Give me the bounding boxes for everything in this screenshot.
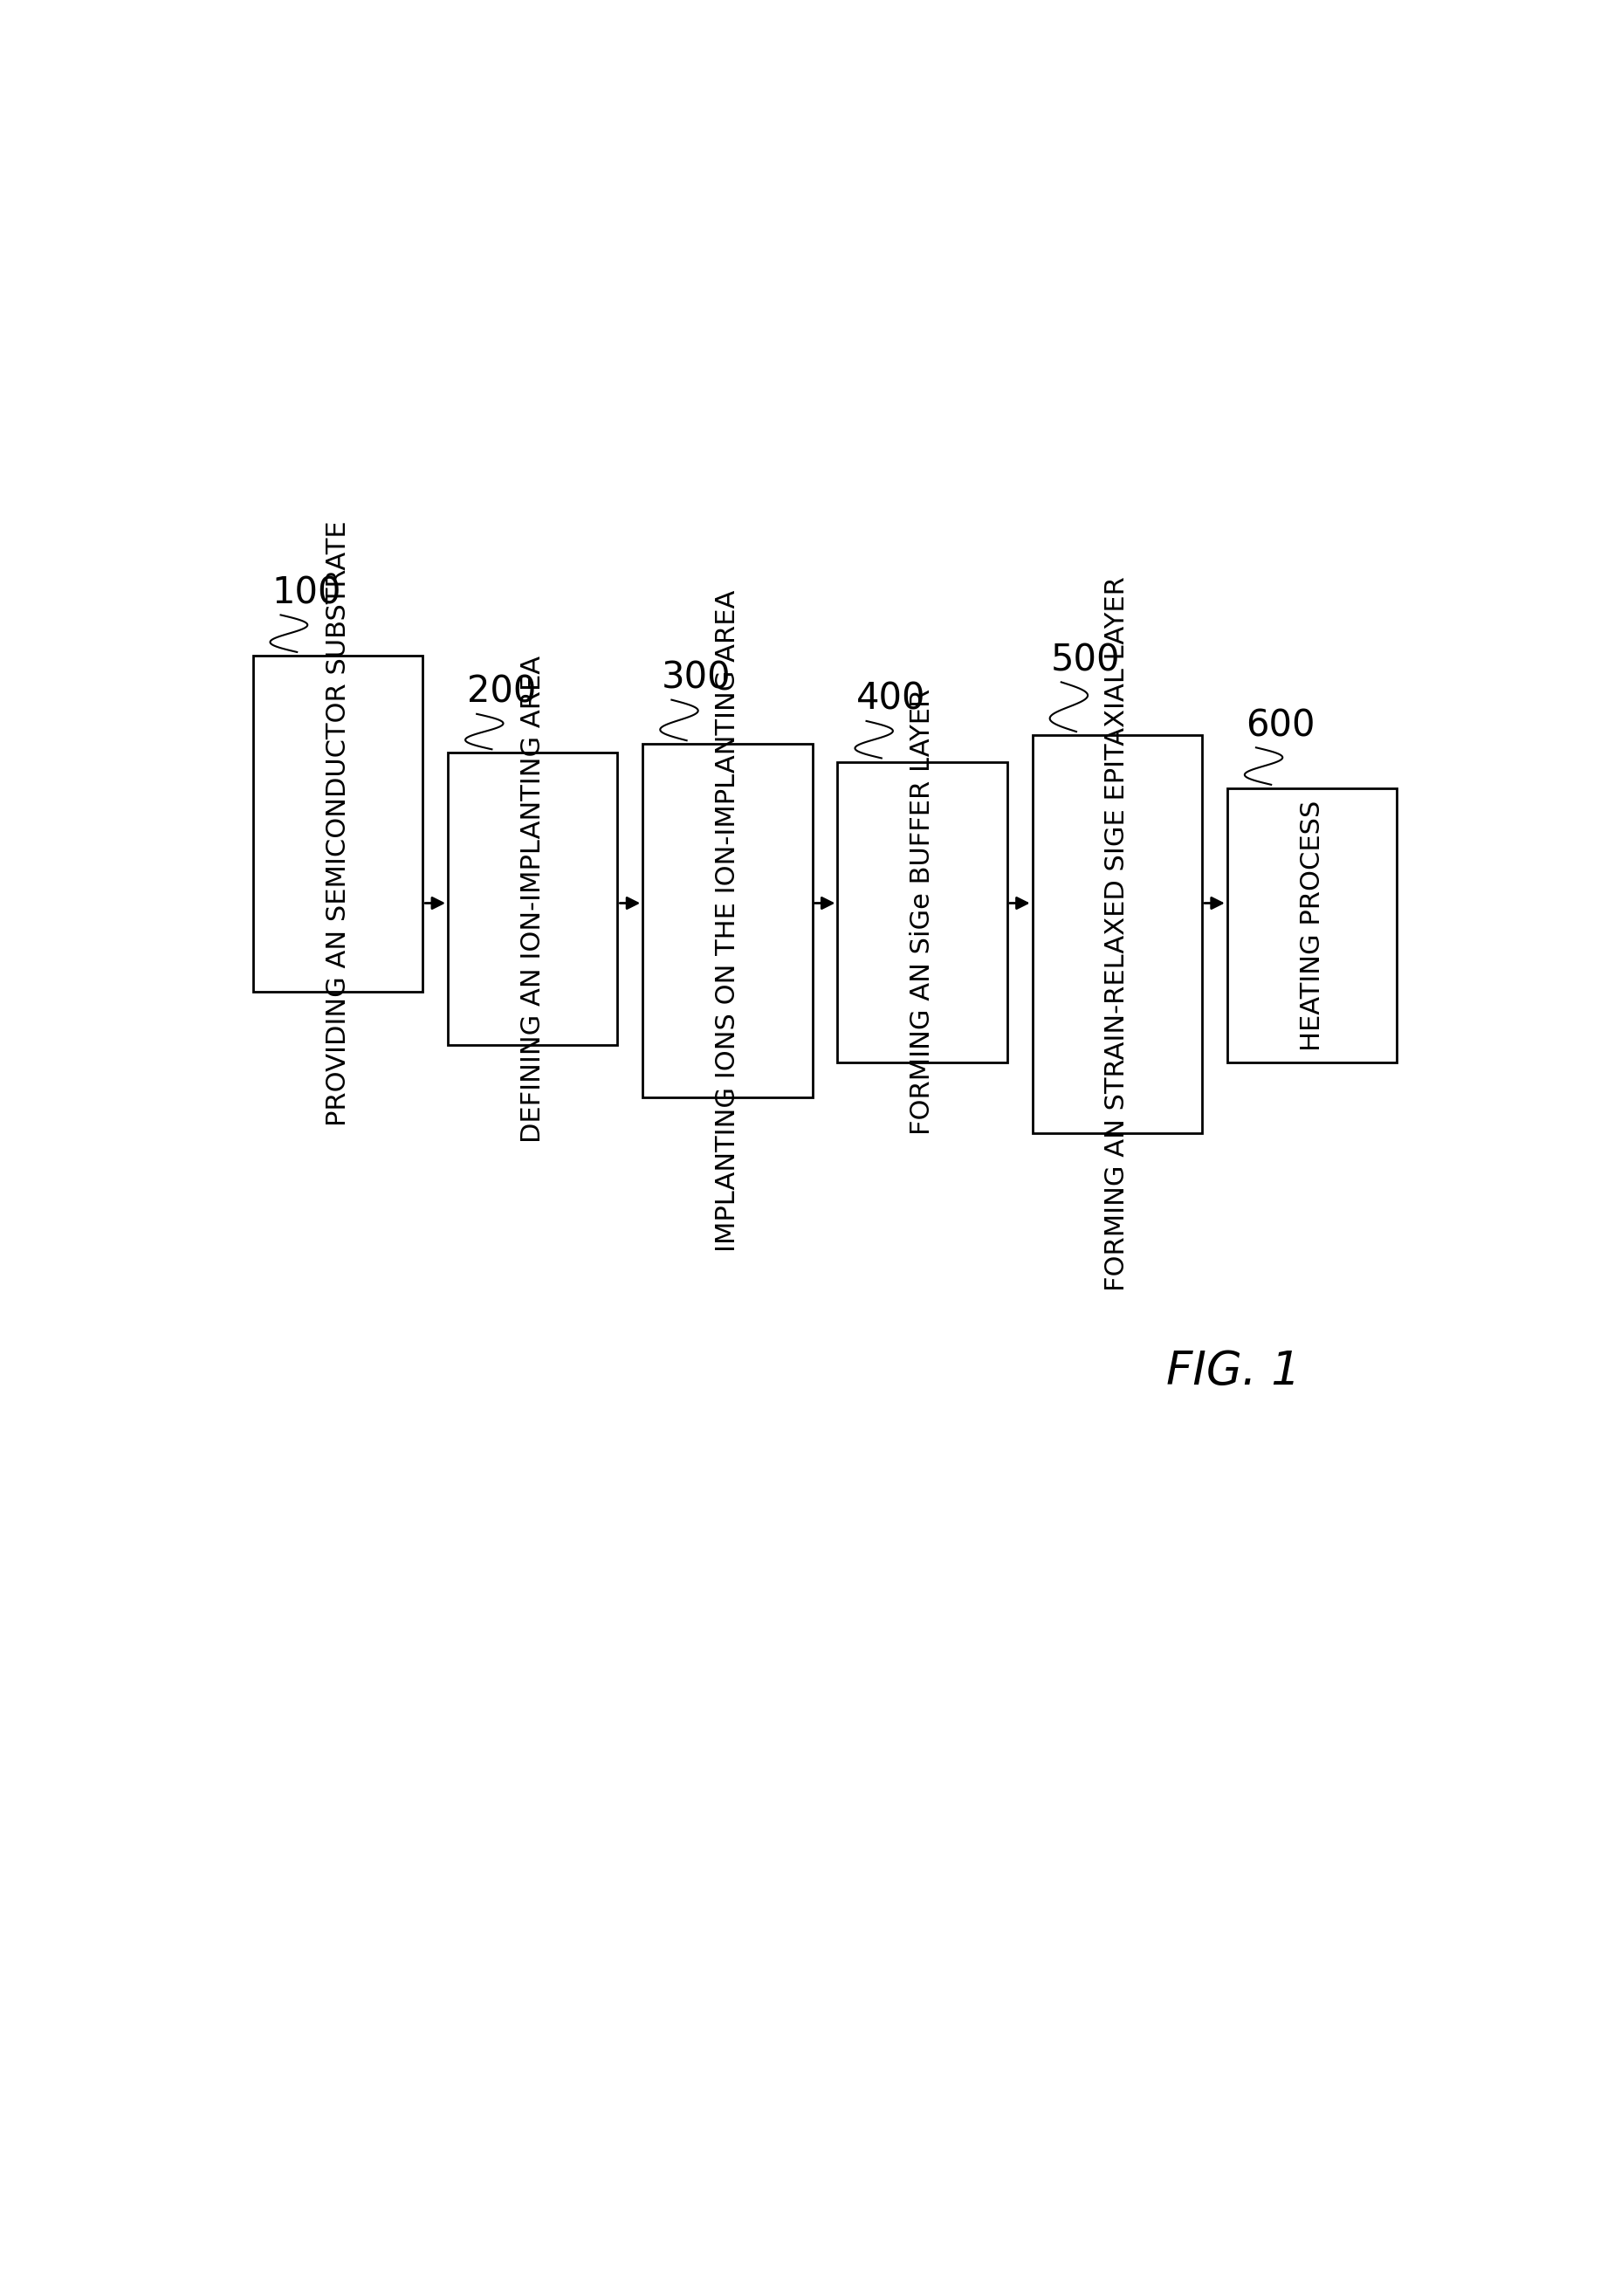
Bar bbox=[836, 762, 1007, 1063]
Text: PROVIDING AN SEMICONDUCTOR SUBSTRATE: PROVIDING AN SEMICONDUCTOR SUBSTRATE bbox=[326, 521, 350, 1127]
Text: FORMING AN STRAIN-RELAXED SIGE EPITAXIAL LAYER: FORMING AN STRAIN-RELAXED SIGE EPITAXIAL… bbox=[1104, 576, 1130, 1293]
Text: 300: 300 bbox=[661, 659, 731, 696]
Text: FORMING AN SiGe BUFFER LAYER: FORMING AN SiGe BUFFER LAYER bbox=[909, 689, 934, 1134]
Text: 500: 500 bbox=[1050, 643, 1120, 680]
Bar bbox=[253, 657, 423, 992]
Bar bbox=[642, 744, 812, 1097]
Text: DEFINING AN ION-IMPLANTING AREA: DEFINING AN ION-IMPLANTING AREA bbox=[520, 654, 545, 1143]
Text: 600: 600 bbox=[1245, 707, 1315, 744]
Bar bbox=[1227, 788, 1396, 1063]
Text: HEATING PROCESS: HEATING PROCESS bbox=[1298, 799, 1324, 1052]
Text: FIG. 1: FIG. 1 bbox=[1165, 1350, 1300, 1394]
Text: 100: 100 bbox=[272, 574, 340, 611]
Text: IMPLANTING IONS ON THE ION-IMPLANTING AREA: IMPLANTING IONS ON THE ION-IMPLANTING AR… bbox=[715, 590, 739, 1251]
Text: 400: 400 bbox=[856, 682, 926, 716]
Text: 200: 200 bbox=[467, 673, 535, 709]
Bar bbox=[447, 753, 618, 1045]
Bar bbox=[1033, 735, 1201, 1132]
